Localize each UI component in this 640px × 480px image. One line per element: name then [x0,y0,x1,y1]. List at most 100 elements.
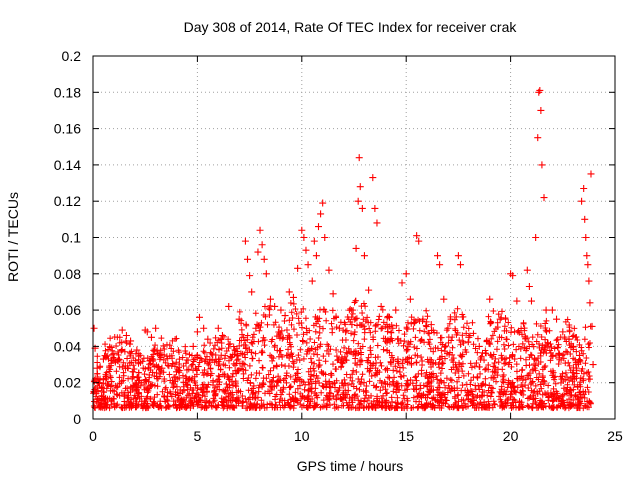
dense-point-marker [190,401,197,408]
dense-point-marker [289,394,296,401]
dense-point-marker [582,360,589,367]
dense-point-marker [353,368,360,375]
dense-point-marker [426,330,433,337]
dense-point-marker [170,398,177,405]
dense-point-marker [555,341,562,348]
dense-point-marker [203,371,210,378]
dense-point-marker [230,370,237,377]
dense-point-marker [242,345,249,352]
dense-point-marker [150,351,157,358]
data-point-marker [583,252,591,260]
dense-point-marker [411,320,418,327]
dense-point-marker [365,354,372,361]
dense-point-marker [175,347,182,354]
dense-point-marker [111,403,118,410]
dense-point-marker [356,386,363,393]
data-point-marker [581,215,589,223]
data-point-marker [114,357,122,365]
dense-point-marker [441,379,448,386]
dense-point-marker [142,365,149,372]
dense-point-marker [447,376,454,383]
dense-point-marker [312,328,319,335]
dense-point-marker [149,369,156,376]
dense-point-marker [397,337,404,344]
dense-point-marker [91,378,98,385]
dense-point-marker [112,382,119,389]
dense-point-marker [517,345,524,352]
dense-point-marker [312,346,319,353]
dense-point-marker [91,404,98,411]
dense-point-marker [276,324,283,331]
data-point-marker [534,134,542,142]
dense-point-marker [183,375,190,382]
dense-point-marker [442,397,449,404]
dense-point-marker [314,394,321,401]
dense-point-marker [519,377,526,384]
dense-point-marker [577,389,584,396]
dense-point-marker [301,394,308,401]
dense-point-marker [534,331,541,338]
dense-point-marker [113,368,120,375]
y-axis-label: ROTI / TECUs [5,192,21,282]
dense-point-marker [114,349,121,356]
dense-point-marker [373,321,380,328]
dense-point-marker [551,345,558,352]
dense-point-marker [382,386,389,393]
dense-point-marker [537,359,544,366]
dense-point-marker [154,383,161,390]
dense-point-marker [559,352,566,359]
dense-point-marker [100,389,107,396]
dense-point-marker [133,388,140,395]
dense-point-marker [286,391,293,398]
dense-point-marker [494,366,501,373]
dense-point-marker [163,341,170,348]
dense-point-marker [418,401,425,408]
y-tick-label: 0 [73,411,81,427]
dense-point-marker [446,349,453,356]
data-point-marker [465,333,473,341]
dense-point-marker [376,313,383,320]
data-point-marker [195,313,203,321]
dense-point-marker [397,373,404,380]
dense-point-marker [427,373,434,380]
dense-point-marker [458,353,465,360]
dense-point-marker [491,401,498,408]
dense-point-marker [319,370,326,377]
dense-point-marker [394,383,401,390]
dense-point-marker [327,346,334,353]
dense-point-marker [354,404,361,411]
dense-point-marker [548,344,555,351]
dense-point-marker [229,354,236,361]
dense-point-marker [488,374,495,381]
dense-point-marker [417,337,424,344]
dense-point-marker [411,386,418,393]
dense-point-marker [222,352,229,359]
dense-point-marker [283,379,290,386]
dense-point-marker [160,369,167,376]
dense-point-marker [571,381,578,388]
data-point-marker [239,333,247,341]
dense-point-marker [537,352,544,359]
dense-point-marker [554,336,561,343]
data-point-marker [406,295,414,303]
dense-point-marker [195,363,202,370]
dense-point-marker [472,345,479,352]
data-point-marker [244,255,252,263]
data-point-marker [527,297,535,305]
dense-point-marker [343,357,350,364]
dense-point-marker [270,374,277,381]
dense-point-marker [116,374,123,381]
dense-point-marker [489,385,496,392]
dense-point-marker [237,388,244,395]
data-point-marker [456,261,464,269]
dense-point-marker [107,387,114,394]
dense-point-marker [445,403,452,410]
dense-point-marker [378,325,385,332]
data-point-marker [548,306,556,314]
dense-point-marker [565,377,572,384]
data-point-marker [133,346,141,354]
dense-point-marker [320,383,327,390]
dense-point-marker [307,373,314,380]
dense-point-marker [130,355,137,362]
dense-point-marker [312,378,319,385]
